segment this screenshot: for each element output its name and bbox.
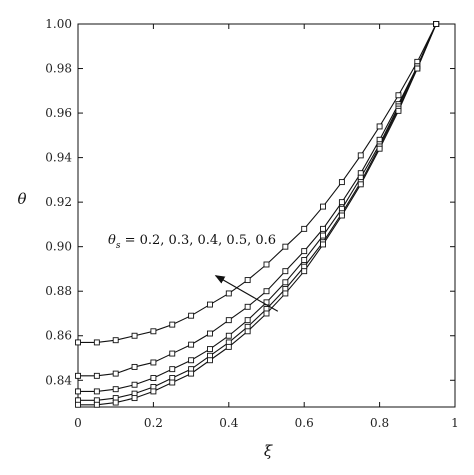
y-tick-label: 0.84 <box>45 373 72 387</box>
series-3-marker <box>206 346 213 353</box>
series-5-marker <box>225 343 232 350</box>
series-2-marker <box>169 350 176 357</box>
x-tick-label: 0.8 <box>370 416 389 430</box>
series-5-marker <box>244 328 251 335</box>
series-5-marker <box>188 370 195 377</box>
series-1-marker <box>93 339 100 346</box>
series-2-marker <box>263 288 270 295</box>
series-1-marker <box>301 225 308 232</box>
tick-labels: 0 0.2 0.4 0.6 0.8 1 0.84 0.86 0.88 0.90 0.92 0.94 0.… <box>45 17 459 430</box>
series-5-marker <box>206 357 213 364</box>
series-2-marker <box>93 372 100 379</box>
series-3-marker <box>112 386 119 393</box>
series-layer <box>78 23 437 406</box>
x-tick-label: 0 <box>74 416 82 430</box>
series-2-marker <box>244 303 251 310</box>
series-1-marker <box>395 92 402 99</box>
x-tick-label: 1 <box>451 416 459 430</box>
series-5-marker <box>150 388 157 395</box>
x-tick-label: 0.4 <box>219 416 238 430</box>
series-3-marker <box>93 388 100 395</box>
series-3-marker <box>225 332 232 339</box>
series-2-marker <box>338 199 345 206</box>
series-2-marker <box>206 330 213 337</box>
series-1-marker <box>169 321 176 328</box>
series-5-marker <box>131 395 138 402</box>
series-3-marker <box>169 366 176 373</box>
annotation-variable: θ <box>108 233 116 248</box>
series-1-marker <box>376 123 383 130</box>
series-5-marker <box>376 145 383 152</box>
series-1-marker <box>131 332 138 339</box>
marker-layer <box>75 21 440 408</box>
series-1-marker <box>112 337 119 344</box>
series-line-4 <box>78 23 437 401</box>
plot-axes <box>77 23 456 408</box>
series-line-5 <box>78 23 437 406</box>
series-1-marker <box>188 312 195 319</box>
series-1-marker <box>282 243 289 250</box>
series-5-marker <box>112 399 119 406</box>
y-tick-label: 1.00 <box>45 17 72 31</box>
series-3-marker <box>320 232 326 239</box>
series-1-marker <box>206 301 213 308</box>
series-1-marker <box>244 277 251 284</box>
annotation-arrow <box>214 275 279 312</box>
series-2-marker <box>112 370 119 377</box>
series-1-marker <box>150 328 157 335</box>
series-3-marker <box>75 388 81 395</box>
series-5-marker <box>357 181 364 188</box>
x-axis-title: ξ <box>264 442 273 460</box>
series-3-marker <box>188 357 195 364</box>
series-1-marker <box>338 179 345 186</box>
series-2-marker <box>320 225 326 232</box>
series-2-marker <box>225 317 232 324</box>
annotation-subscript: s <box>116 241 121 251</box>
y-tick-label: 0.86 <box>45 329 72 343</box>
series-2-marker <box>150 359 157 366</box>
series-5-marker <box>169 379 176 386</box>
annotation-label: θs = 0.2, 0.3, 0.4, 0.5, 0.6 <box>108 233 276 251</box>
x-tick-label: 0.2 <box>144 416 163 430</box>
series-5-marker <box>282 290 289 297</box>
y-tick-label: 0.94 <box>45 151 72 165</box>
series-5-marker <box>93 401 100 408</box>
series-3-marker <box>301 257 308 263</box>
series-5-marker <box>263 310 270 317</box>
y-tick-label: 0.98 <box>45 62 72 76</box>
series-2-marker <box>301 248 308 255</box>
y-tick-label: 0.88 <box>45 284 72 298</box>
plot-frame <box>77 23 456 408</box>
series-line-3 <box>78 23 437 392</box>
series-1-marker <box>357 152 364 159</box>
y-axis-title: θ <box>17 190 26 208</box>
series-5-marker <box>395 107 402 114</box>
series-5-marker <box>433 21 440 27</box>
series-2-marker <box>131 363 138 370</box>
x-tick-label: 0.6 <box>295 416 314 430</box>
series-1-marker <box>263 261 270 268</box>
series-1-marker <box>320 203 326 210</box>
series-2-marker <box>282 268 289 275</box>
series-3-marker <box>131 381 138 388</box>
series-1-marker <box>225 290 232 297</box>
series-line-1 <box>78 23 437 343</box>
series-3-marker <box>150 375 157 381</box>
annotation-values: = 0.2, 0.3, 0.4, 0.5, 0.6 <box>120 233 276 248</box>
series-2-marker <box>75 372 81 379</box>
y-tick-label: 0.92 <box>45 195 72 209</box>
series-3-marker <box>282 279 289 286</box>
series-5-marker <box>414 65 421 72</box>
theta-s-annotation: θs = 0.2, 0.3, 0.4, 0.5, 0.6 <box>108 233 279 312</box>
y-tick-label: 0.96 <box>45 106 72 120</box>
series-5-marker <box>320 241 326 248</box>
series-5-marker <box>75 401 81 408</box>
series-5-marker <box>338 212 345 219</box>
series-5-marker <box>301 268 308 275</box>
series-2-marker <box>188 341 195 348</box>
series-3-marker <box>244 317 251 324</box>
series-1-marker <box>75 339 81 346</box>
y-tick-label: 0.90 <box>45 240 72 254</box>
